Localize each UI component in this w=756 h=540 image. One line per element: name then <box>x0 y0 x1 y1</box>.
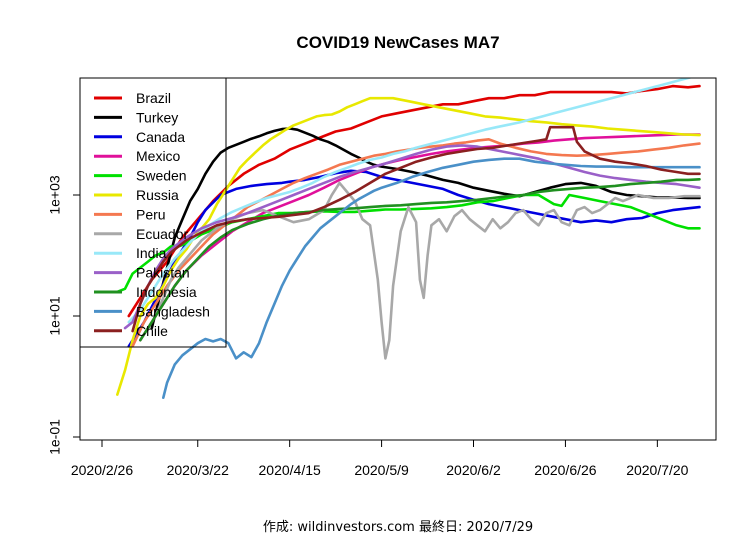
series-line-bangladesh <box>162 157 701 399</box>
x-tick-label: 2020/2/26 <box>71 462 133 478</box>
series-line-chile <box>131 125 701 333</box>
series-line-peru <box>131 138 701 348</box>
x-tick-label: 2020/7/20 <box>626 462 688 478</box>
legend-label-sweden: Sweden <box>136 168 187 184</box>
series-line-mexico <box>139 133 701 342</box>
legend-label-india: India <box>136 245 167 261</box>
x-axis: 2020/2/26 2020/3/22 2020/4/15 2020/5/9 2020/… <box>71 439 689 478</box>
x-tick-label: 2020/6/26 <box>534 462 596 478</box>
x-tick-label: 2020/6/2 <box>446 462 501 478</box>
footer-credit: 作成: wildinvestors.com 最終日: 2020/7/29 <box>263 519 533 535</box>
legend-label-turkey: Turkey <box>136 109 178 125</box>
series-line-indonesia <box>139 178 701 342</box>
legend-label-peru: Peru <box>136 206 166 222</box>
chart-title: COVID19 NewCases MA7 <box>296 33 499 52</box>
series-line-india <box>127 78 694 324</box>
legend: Brazil Turkey Canada Mexico Sweden Russia Peru… <box>79 77 227 348</box>
x-tick-label: 2020/4/15 <box>259 462 321 478</box>
legend-label-brazil: Brazil <box>136 90 171 106</box>
legend-label-bangladesh: Bangladesh <box>136 303 210 319</box>
y-axis: 1e-01 1e+01 1e+03 <box>47 175 81 455</box>
legend-label-mexico: Mexico <box>136 148 181 164</box>
y-tick-label: 1e-01 <box>47 419 63 455</box>
series-line-pakistan <box>123 144 701 330</box>
series-layer <box>116 78 701 399</box>
series-line-russia <box>116 96 701 396</box>
legend-label-canada: Canada <box>136 129 185 145</box>
legend-label-indonesia: Indonesia <box>136 284 197 300</box>
x-tick-label: 2020/3/22 <box>167 462 229 478</box>
x-tick-label: 2020/5/9 <box>354 462 409 478</box>
legend-label-russia: Russia <box>136 187 179 203</box>
legend-label-pakistan: Pakistan <box>136 265 190 281</box>
series-line-turkey <box>150 127 701 330</box>
y-tick-label: 1e+01 <box>47 296 63 336</box>
legend-label-chile: Chile <box>136 323 168 339</box>
series-line-ecuador <box>154 181 701 360</box>
legend-box <box>79 77 227 348</box>
series-line-canada <box>127 169 701 348</box>
legend-label-ecuador: Ecuador <box>136 226 188 242</box>
y-tick-label: 1e+03 <box>47 175 63 215</box>
